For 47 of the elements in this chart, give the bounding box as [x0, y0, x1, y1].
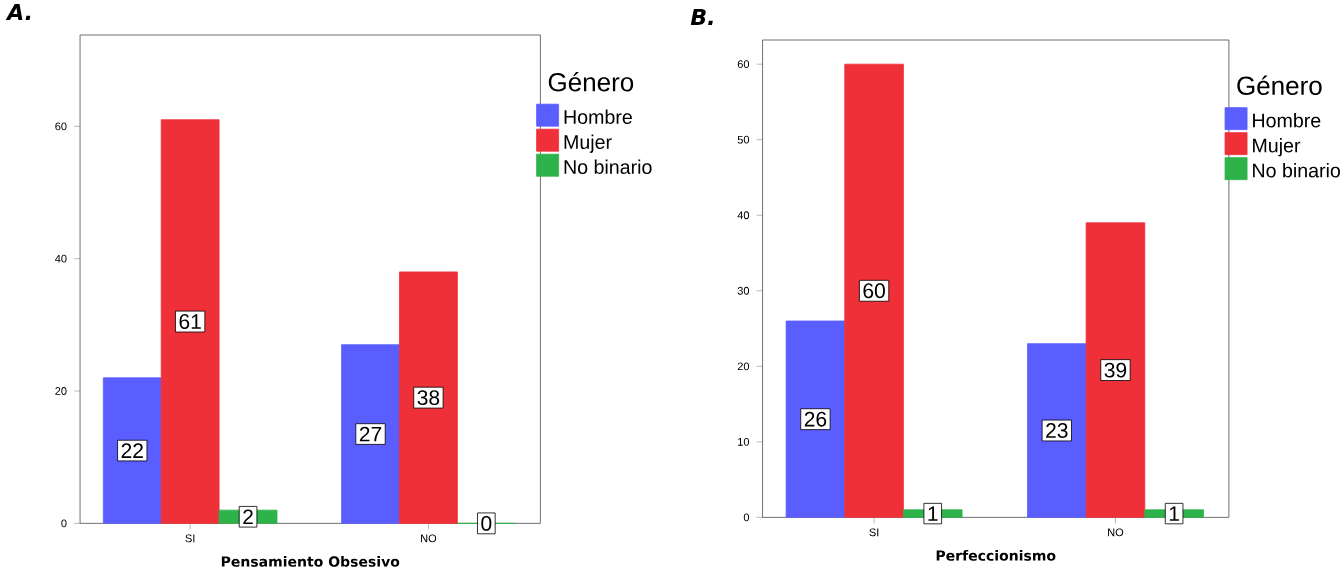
data-label: 1 — [928, 506, 938, 521]
y-tick-label: 10 — [738, 437, 750, 446]
data-label: 39 — [1104, 362, 1127, 378]
data-label: 2 — [243, 509, 253, 524]
legend-label: Hombre — [564, 109, 632, 124]
legend-title: Género — [1237, 75, 1322, 95]
y-tick-label: 30 — [737, 286, 750, 295]
x-tick-label: NO — [421, 534, 437, 543]
data-label: 1 — [1169, 506, 1179, 521]
bar — [1085, 222, 1146, 518]
data-label: 22 — [121, 443, 143, 458]
data-label: 26 — [804, 411, 827, 427]
y-tick-label: 20 — [737, 362, 750, 370]
y-tick-label: 40 — [55, 254, 67, 263]
bar — [160, 119, 220, 524]
bar — [1027, 343, 1087, 518]
x-tick-label: SI — [869, 528, 879, 537]
legend-label: No binario — [564, 159, 652, 174]
bar — [399, 271, 458, 524]
y-tick-label: 40 — [737, 211, 750, 219]
bar — [785, 320, 846, 518]
bar — [341, 344, 400, 524]
bar — [102, 377, 162, 524]
y-tick-label: 20 — [55, 386, 67, 395]
x-axis-title: Pensamiento Obsesivo — [221, 555, 400, 567]
data-label: 60 — [863, 283, 885, 299]
x-axis-title: Perfeccionismo — [936, 549, 1056, 561]
legend-label: Hombre — [1253, 112, 1321, 128]
chart-title: B. — [690, 8, 713, 25]
legend-label: Mujer — [1253, 137, 1301, 157]
data-label: 23 — [1046, 422, 1068, 438]
bar — [844, 63, 904, 518]
data-label: 0 — [481, 515, 492, 531]
y-tick-label: 50 — [737, 135, 750, 144]
data-label: 27 — [359, 426, 382, 442]
x-tick-label: NO — [1108, 528, 1124, 537]
legend-label: Mujer — [564, 134, 612, 153]
legend-label: No binario — [1253, 162, 1340, 178]
y-tick-label: 60 — [737, 60, 750, 68]
y-tick-label: 0 — [743, 513, 750, 522]
data-label: 61 — [179, 313, 201, 329]
data-label: 38 — [417, 390, 440, 405]
y-tick-label: 60 — [55, 122, 67, 131]
x-tick-label: SI — [185, 534, 195, 543]
y-tick-label: 0 — [61, 519, 67, 528]
legend-title: Género — [548, 71, 634, 92]
chart-title: A. — [5, 3, 31, 20]
